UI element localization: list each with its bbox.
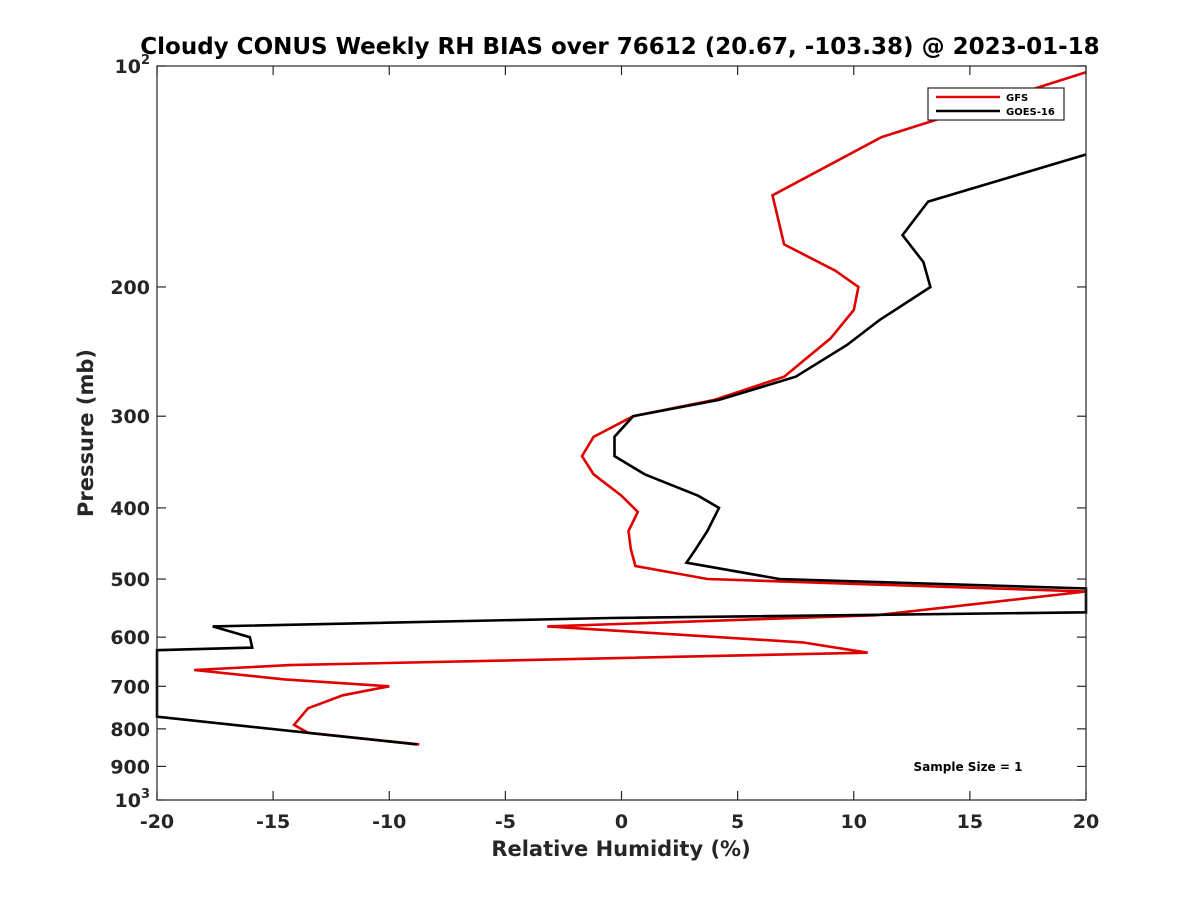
series-line-gfs (194, 71, 1087, 746)
x-axis-label: Relative Humidity (%) (491, 837, 750, 861)
legend-box (927, 87, 1065, 121)
y-tick-label: 900 (110, 756, 150, 778)
y-axis-label: Pressure (mb) (74, 349, 98, 517)
y-axis-ticks: 102 200 300 400 500 600 700 800 900 103 (110, 53, 1086, 812)
y-tick-label: 102 (115, 53, 151, 78)
legend-label-gfs: GFS (1006, 93, 1028, 104)
x-tick-label: 20 (1073, 811, 1099, 833)
y-tick-label: 300 (110, 406, 150, 428)
x-tick-label: 0 (615, 811, 628, 833)
legend-label-goes16: GOES-16 (1006, 107, 1055, 118)
plot-frame (156, 65, 1087, 801)
y-tick-label: 400 (110, 498, 150, 520)
y-tick-label: 800 (110, 719, 150, 741)
x-tick-label: -5 (495, 811, 516, 833)
series-line-goes16 (155, 153, 1088, 746)
x-tick-label: 10 (841, 811, 867, 833)
y-tick-label: 600 (110, 627, 150, 649)
y-tick-label: 500 (110, 569, 150, 591)
series-layer (155, 71, 1088, 746)
chart-title: Cloudy CONUS Weekly RH BIAS over 76612 (… (140, 34, 1099, 60)
y-tick-label: 200 (110, 277, 150, 299)
x-tick-label: -15 (256, 811, 290, 833)
y-tick-label: 103 (115, 787, 151, 812)
x-tick-label: -20 (140, 811, 174, 833)
sample-size-annotation: Sample Size = 1 (914, 760, 1023, 774)
x-tick-label: 15 (957, 811, 983, 833)
y-tick-label: 700 (110, 676, 150, 698)
x-axis-ticks: -20 -15 -10 -5 0 5 10 15 20 (140, 66, 1099, 833)
legend: GFS GOES-16 (927, 87, 1065, 121)
x-tick-label: -10 (372, 811, 406, 833)
x-tick-label: 5 (731, 811, 744, 833)
